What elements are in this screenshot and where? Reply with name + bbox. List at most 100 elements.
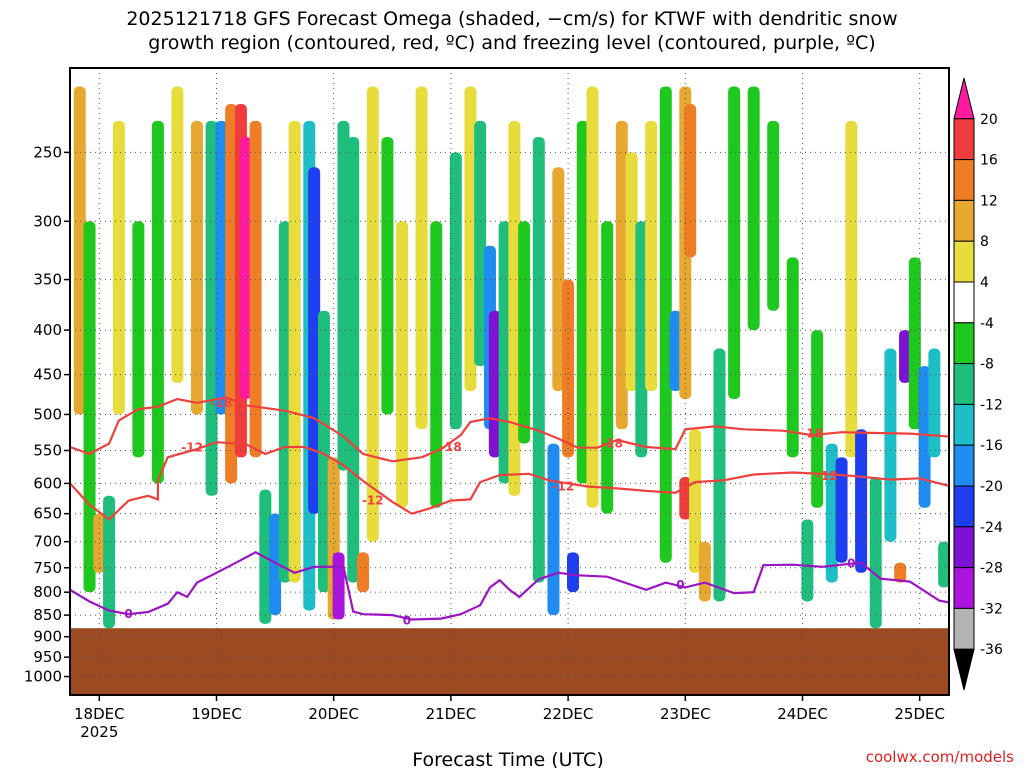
omega-cell bbox=[566, 552, 579, 593]
omega-cell bbox=[73, 86, 86, 415]
chart-title-line-1: 2025121718 GFS Forecast Omega (shaded, −… bbox=[126, 8, 898, 30]
colorbar-swatch bbox=[953, 607, 975, 650]
omega-cell bbox=[112, 120, 125, 415]
omega-cell bbox=[498, 221, 511, 484]
x-tick-label: 23DEC bbox=[660, 705, 711, 723]
omega-cell bbox=[249, 120, 262, 458]
omega-cell bbox=[586, 86, 599, 508]
y-tick-label: 1000 bbox=[24, 668, 62, 686]
omega-cell bbox=[171, 86, 184, 383]
omega-cell bbox=[615, 120, 628, 430]
colorbar-label: -8 bbox=[980, 357, 994, 373]
y-tick-label: 250 bbox=[33, 143, 62, 161]
x-tick-label: 19DEC bbox=[191, 705, 242, 723]
contour-label: 0 bbox=[847, 557, 855, 571]
contour-line-freezing bbox=[70, 551, 949, 621]
y-tick-label: 500 bbox=[33, 405, 62, 423]
terrain-ground bbox=[70, 628, 949, 695]
omega-cell bbox=[190, 120, 203, 415]
omega-cell bbox=[689, 429, 702, 573]
x-tick-label: 21DEC bbox=[426, 705, 477, 723]
y-tick-label: 350 bbox=[33, 271, 62, 289]
omega-cell bbox=[786, 257, 799, 458]
omega-cell bbox=[576, 120, 589, 484]
colorbar-swatch bbox=[953, 526, 975, 569]
x-tick-sublabel: 2025 bbox=[80, 723, 118, 741]
omega-cell bbox=[918, 366, 931, 508]
omega-cell bbox=[381, 136, 394, 415]
omega-cell bbox=[474, 120, 487, 367]
contour-label: -18 bbox=[440, 440, 462, 454]
x-axis-title: Forecast Time (UTC) bbox=[412, 749, 603, 768]
contour-lines: -18 -18 -18 -18 -12 -12 -12 -12 0 0 0 0 bbox=[70, 396, 949, 627]
omega-cell bbox=[83, 221, 96, 593]
colorbar-swatch bbox=[953, 240, 975, 283]
omega-cell bbox=[884, 348, 897, 542]
omega-cell bbox=[601, 221, 614, 514]
omega-cell bbox=[464, 86, 477, 392]
omega-cell bbox=[366, 86, 379, 542]
omega-cell bbox=[357, 552, 369, 593]
y-tick-label: 900 bbox=[33, 628, 62, 646]
omega-cell bbox=[239, 136, 252, 400]
colorbar-swatch bbox=[953, 322, 975, 365]
colorbar-swatch bbox=[953, 159, 975, 201]
omega-cell bbox=[308, 167, 321, 514]
omega-cell bbox=[659, 86, 672, 563]
colorbar-label: -12 bbox=[980, 397, 1003, 413]
contour-label: -12 bbox=[181, 441, 203, 455]
colorbar-label: -32 bbox=[980, 601, 1003, 617]
colorbar-swatch bbox=[953, 281, 975, 324]
colorbar-swatch bbox=[953, 567, 975, 609]
colorbar-label: -24 bbox=[980, 520, 1003, 536]
contour-label: 0 bbox=[676, 578, 684, 592]
contour-line-dendritic-12 bbox=[70, 441, 949, 521]
colorbar-label: -16 bbox=[980, 438, 1003, 454]
omega-cell bbox=[855, 429, 868, 573]
contour-line-dendritic-18 bbox=[70, 396, 949, 463]
omega-cell bbox=[215, 120, 228, 415]
y-tick-label: 400 bbox=[33, 321, 62, 339]
contour-label: 0 bbox=[124, 607, 132, 621]
y-tick-label: 700 bbox=[33, 533, 62, 551]
omega-shading bbox=[73, 86, 949, 629]
omega-cell bbox=[508, 120, 521, 496]
omega-cell bbox=[132, 221, 145, 458]
watermark[interactable]: coolwx.com/models bbox=[866, 748, 1014, 766]
omega-cell bbox=[625, 152, 638, 392]
y-tick-label: 450 bbox=[33, 366, 62, 384]
omega-cell bbox=[347, 136, 360, 583]
colorbar-label: -4 bbox=[980, 316, 994, 332]
omega-cell bbox=[899, 330, 912, 383]
omega-cell bbox=[288, 120, 301, 583]
contour-label: -18 bbox=[601, 437, 623, 451]
colorbar-label: 16 bbox=[980, 153, 998, 169]
axes: 250 300 350 400 450 500 550 600 650 700 750 800 850 9… bbox=[24, 143, 945, 741]
omega-cell bbox=[635, 221, 648, 458]
y-tick-label: 850 bbox=[33, 606, 62, 624]
x-tick-label: 22DEC bbox=[543, 705, 594, 723]
omega-cell bbox=[225, 104, 238, 484]
omega-cell bbox=[928, 348, 941, 458]
omega-cell bbox=[396, 221, 409, 508]
plot-frame bbox=[69, 67, 950, 696]
y-tick-label: 650 bbox=[33, 505, 62, 523]
omega-cell bbox=[869, 477, 882, 629]
omega-cell bbox=[845, 120, 858, 458]
omega-cell bbox=[278, 221, 291, 583]
contour-label: -12 bbox=[816, 469, 838, 483]
contour-label: -12 bbox=[362, 494, 384, 508]
omega-cell bbox=[269, 513, 282, 616]
omega-cell bbox=[547, 443, 560, 616]
colorbar-label: -36 bbox=[980, 642, 1003, 658]
colorbar-label: 20 bbox=[980, 112, 998, 128]
omega-cell bbox=[835, 457, 848, 563]
colorbar-label: 4 bbox=[980, 275, 989, 291]
colorbar: 20 16 12 8 4 -4 -8 -12 -16 -20 -24 -28 -32 -36 bbox=[953, 77, 1003, 691]
omega-cell bbox=[645, 120, 658, 392]
omega-cell bbox=[430, 221, 443, 508]
omega-cell bbox=[684, 104, 697, 258]
colorbar-label: 12 bbox=[980, 193, 998, 209]
